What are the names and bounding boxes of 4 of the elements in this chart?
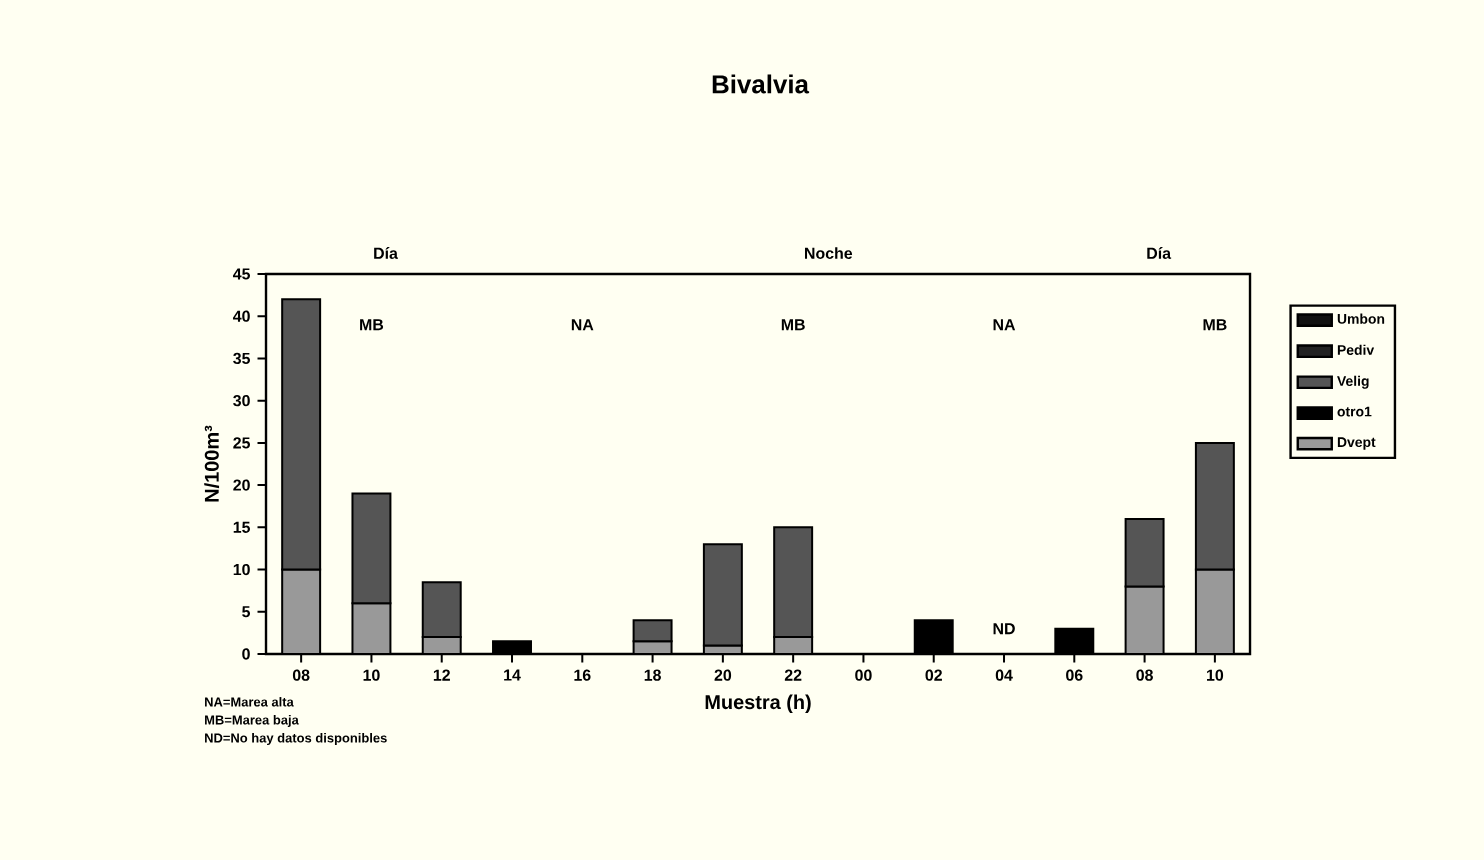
bar [702,543,743,647]
x-axis-title: Muestra (h) [705,694,811,714]
y-axis-title: N/100m³ [204,425,220,502]
chart-title: Bivalvia [712,74,810,94]
